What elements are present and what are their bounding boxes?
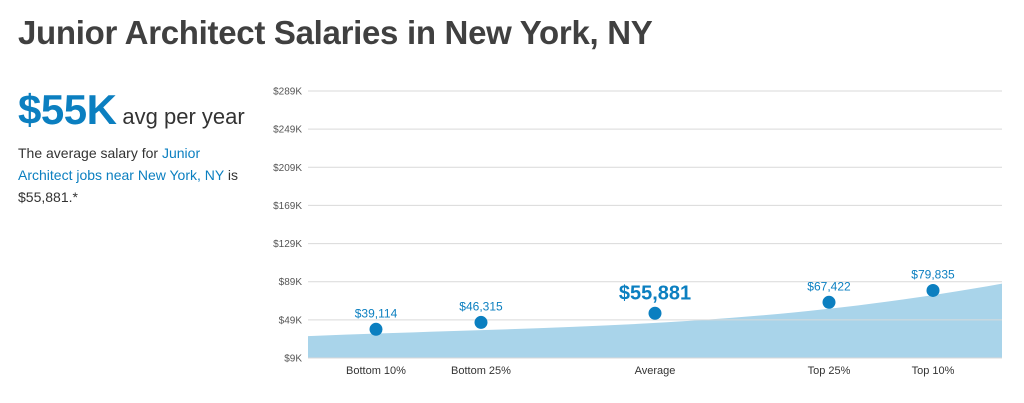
y-tick-label: $129K [273,239,302,250]
salary-headline: $55K avg per year [18,86,250,134]
data-label: $39,114 [355,306,398,320]
data-label: $79,835 [911,267,955,281]
x-category-label: Average [635,365,676,377]
data-label: $67,422 [807,279,851,293]
y-tick-label: $9K [284,354,302,365]
page-title: Junior Architect Salaries in New York, N… [18,14,653,51]
salary-period-label: avg per year [122,104,245,129]
description-salary-value: $55,881.* [18,189,78,205]
x-category-label: Top 10% [912,365,955,377]
y-tick-label: $289K [273,87,302,98]
data-point [474,315,488,329]
y-tick-label: $249K [273,125,302,136]
data-point [369,322,383,336]
average-salary-value: $55K [18,86,117,133]
area-fill [308,283,1002,358]
salary-description: The average salary for Junior Architect … [18,142,250,208]
data-point [648,306,662,320]
y-tick-label: $209K [273,163,302,174]
data-point [926,283,940,297]
y-tick-label: $169K [273,201,302,212]
description-text-start: The average salary for [18,145,162,161]
y-tick-label: $89K [279,277,303,288]
y-tick-label: $49K [279,315,303,326]
x-category-label: Bottom 10% [346,365,406,377]
data-point [822,295,836,309]
data-label: $46,315 [459,299,503,313]
x-category-label: Bottom 25% [451,365,511,377]
data-label: $55,881 [619,282,691,304]
description-text-middle: is [223,167,238,183]
job-location-link[interactable]: Junior Architect jobs near New York, NY [18,145,224,183]
salary-summary: $55K avg per year The average salary for … [18,86,250,208]
x-category-label: Top 25% [808,365,851,377]
